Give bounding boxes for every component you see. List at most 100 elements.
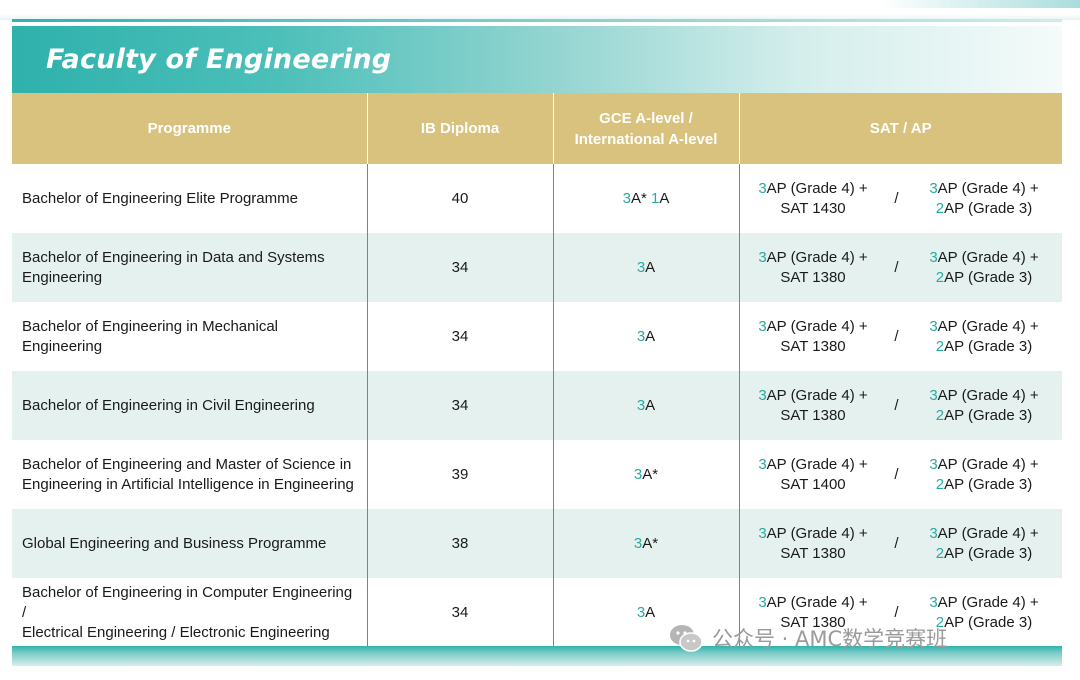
ap-grade-text: AP (Grade 3): [944, 268, 1033, 286]
gce-grade: A: [645, 258, 656, 276]
sat-ap-options: 3AP (Grade 4) + SAT 1430/3AP (Grade 4) +2…: [740, 164, 1063, 233]
option-separator: /: [894, 534, 899, 552]
sat-option-a-line1: 3AP (Grade 4) +: [740, 317, 887, 337]
ap-count: 3: [929, 179, 938, 197]
sat-option-a-line1: 3AP (Grade 4) +: [740, 593, 887, 613]
sat-option-b: 3AP (Grade 4) +2AP (Grade 3): [907, 386, 1062, 426]
ap-count: 3: [758, 386, 767, 404]
header-gce-line1: GCE A-level /: [599, 109, 693, 127]
gce-grade: A*: [642, 534, 659, 552]
sat-ap-cell: 3AP (Grade 4) + SAT 1400/3AP (Grade 4) +2…: [738, 440, 1063, 509]
sat-ap-options: 3AP (Grade 4) + SAT 1380/3AP (Grade 4) +2…: [740, 578, 1063, 647]
ap-grade-text: AP (Grade 3): [944, 199, 1033, 217]
sat-option-b-line1: 3AP (Grade 4) +: [907, 248, 1062, 268]
programme-cell: Bachelor of Engineering Elite Programme: [12, 164, 367, 233]
ap-grade-text: AP (Grade 4) +: [937, 593, 1039, 611]
ap-grade-text: AP (Grade 4) +: [937, 386, 1039, 404]
programme-name-line2: Engineering: [22, 268, 103, 286]
watermark: 公众号 · AMC数学竞赛班: [668, 620, 1068, 656]
ap-count: 3: [929, 386, 938, 404]
sat-ap-cell: 3AP (Grade 4) + SAT 1380/3AP (Grade 4) +2…: [738, 233, 1063, 302]
ap-count: 2: [935, 613, 945, 631]
ib-score-cell: 34: [366, 578, 553, 647]
table-row: Bachelor of Engineering and Master of Sc…: [12, 440, 1062, 509]
gce-grade: A: [659, 189, 670, 207]
gce-requirement-cell: 3A: [552, 233, 739, 302]
ap-count: 3: [758, 455, 767, 473]
sat-option-a-line1: 3AP (Grade 4) +: [740, 248, 887, 268]
ap-grade-text: AP (Grade 4) +: [766, 317, 868, 335]
top-accent-decoration: [0, 0, 1080, 20]
table-row: Bachelor of Engineering in Civil Enginee…: [12, 371, 1062, 440]
sat-option-b-line1: 3AP (Grade 4) +: [907, 593, 1062, 613]
sat-score: SAT 1380: [780, 337, 846, 355]
ib-score-cell: 40: [366, 164, 553, 233]
sat-option-b-line2: 2AP (Grade 3): [907, 613, 1062, 633]
gce-requirement-cell: 3A: [552, 302, 739, 371]
ap-grade-text: AP (Grade 4) +: [766, 248, 868, 266]
sat-score: SAT 1380: [780, 406, 846, 424]
sat-ap-options: 3AP (Grade 4) + SAT 1400/3AP (Grade 4) +2…: [740, 440, 1063, 509]
sat-option-a: 3AP (Grade 4) + SAT 1380: [740, 386, 887, 426]
ap-grade-text: AP (Grade 3): [944, 613, 1033, 631]
ap-count: 2: [935, 337, 945, 355]
sat-option-b-line1: 3AP (Grade 4) +: [907, 317, 1062, 337]
sat-option-b-line1: 3AP (Grade 4) +: [907, 524, 1062, 544]
programme-name-line1: Bachelor of Engineering in Civil Enginee…: [22, 396, 315, 414]
ap-count: 3: [929, 524, 938, 542]
sat-score: SAT 1380: [780, 268, 846, 286]
sat-option-a-line1: 3AP (Grade 4) +: [740, 179, 887, 199]
ap-grade-text: AP (Grade 3): [944, 544, 1033, 562]
header-sat-ap: SAT / AP: [738, 93, 1062, 164]
sat-option-b: 3AP (Grade 4) +2AP (Grade 3): [907, 248, 1062, 288]
sat-score: SAT 1400: [780, 475, 846, 493]
gce-count: 3: [622, 189, 631, 207]
programme-name-line1: Bachelor of Engineering and Master of Sc…: [22, 455, 352, 473]
ap-count: 3: [758, 179, 767, 197]
programme-name-line1: Bachelor of Engineering in Mechanical En…: [22, 317, 278, 355]
sat-option-a: 3AP (Grade 4) + SAT 1400: [740, 455, 887, 495]
ap-grade-text: AP (Grade 4) +: [766, 179, 868, 197]
sat-ap-cell: 3AP (Grade 4) + SAT 1380/3AP (Grade 4) +2…: [738, 371, 1062, 440]
ap-count: 3: [758, 248, 767, 266]
ib-score-cell: 34: [366, 233, 553, 302]
gce-grade: A*: [630, 189, 651, 207]
sat-option-b-line1: 3AP (Grade 4) +: [907, 455, 1062, 475]
gce-count: 3: [636, 258, 646, 276]
ap-grade-text: AP (Grade 4) +: [937, 455, 1039, 473]
header-programme: Programme: [12, 93, 367, 164]
gce-grade: A: [645, 327, 656, 345]
ap-count: 2: [935, 544, 945, 562]
gce-requirement-cell: 3A: [552, 371, 739, 440]
ib-score-cell: 34: [366, 302, 553, 371]
ap-count: 2: [935, 268, 945, 286]
gce-requirement-cell: 3A* 1A: [552, 164, 739, 233]
sat-option-b-line1: 3AP (Grade 4) +: [907, 179, 1062, 199]
header-gce-a-level: GCE A-level / International A-level: [552, 93, 739, 164]
ap-grade-text: AP (Grade 4) +: [937, 524, 1039, 542]
table-row: Bachelor of Engineering in Data and Syst…: [12, 233, 1062, 302]
ib-score-cell: 34: [366, 371, 553, 440]
programme-cell: Bachelor of Engineering in Mechanical En…: [12, 302, 367, 371]
ap-count: 3: [929, 593, 938, 611]
gce-requirement-cell: 3A*: [552, 509, 739, 578]
ap-count: 2: [935, 199, 945, 217]
ap-count: 3: [929, 248, 938, 266]
ap-grade-text: AP (Grade 4) +: [937, 317, 1039, 335]
sat-ap-options: 3AP (Grade 4) + SAT 1380/3AP (Grade 4) +2…: [740, 233, 1063, 302]
option-separator: /: [894, 189, 899, 207]
table-row: Bachelor of Engineering in Mechanical En…: [12, 302, 1062, 371]
ib-score-cell: 39: [366, 440, 553, 509]
faculty-title-bar: Faculty of Engineering: [12, 26, 1062, 93]
sat-option-b-line2: 2AP (Grade 3): [907, 337, 1062, 357]
watermark-text: 公众号 · AMC数学竞赛班: [712, 627, 948, 651]
sat-option-b-line1: 3AP (Grade 4) +: [907, 386, 1062, 406]
ap-count: 2: [935, 406, 945, 424]
gce-grade: A*: [642, 465, 659, 483]
programme-name-line1: Global Engineering and Business Programm…: [22, 534, 327, 552]
ap-grade-text: AP (Grade 4) +: [766, 524, 868, 542]
sat-option-a: 3AP (Grade 4) + SAT 1380: [740, 317, 887, 357]
sat-ap-cell: 3AP (Grade 4) + SAT 1430/3AP (Grade 4) +2…: [738, 164, 1063, 233]
ap-grade-text: AP (Grade 3): [944, 406, 1033, 424]
option-separator: /: [894, 258, 899, 276]
